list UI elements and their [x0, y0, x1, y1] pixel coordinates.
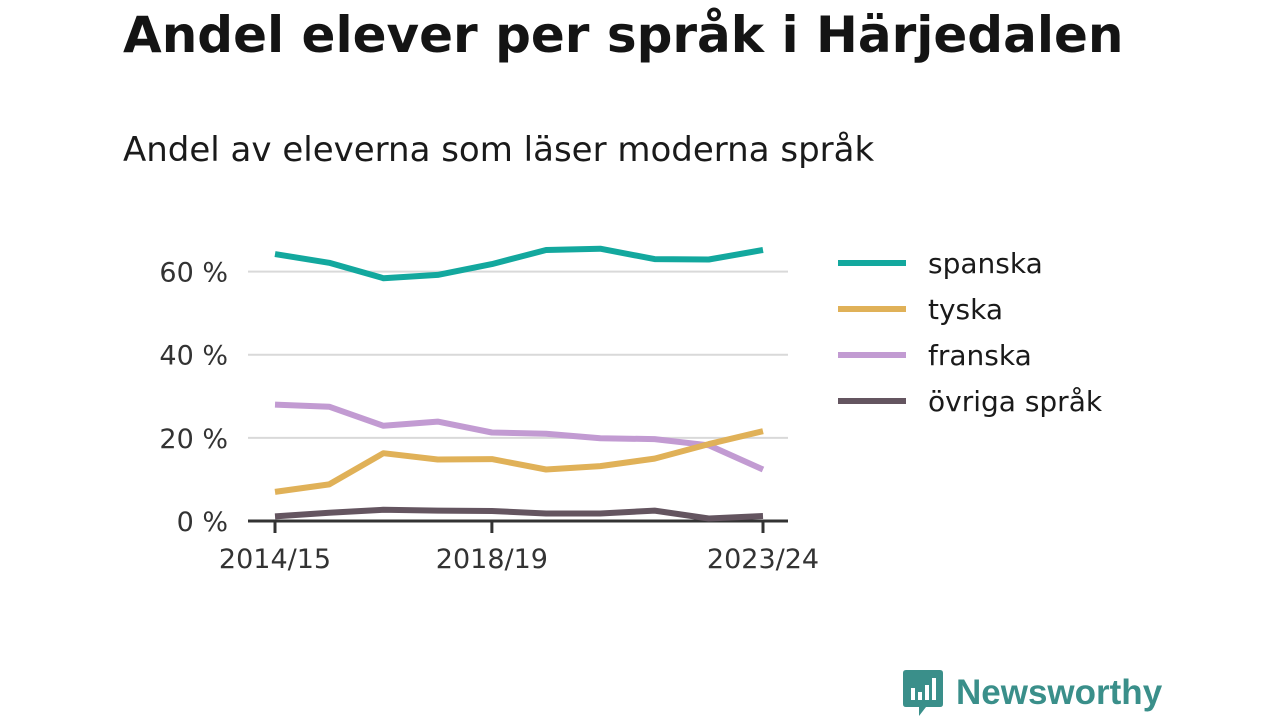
- legend-label: övriga språk: [928, 385, 1103, 418]
- brand-logo: Newsworthy: [902, 668, 1162, 718]
- newsworthy-logo-icon: [903, 670, 943, 716]
- legend-label: franska: [928, 339, 1032, 372]
- y-tick-label: 40 %: [159, 341, 228, 372]
- series-line: [274, 428, 764, 495]
- x-tick-label: 2018/19: [436, 544, 548, 575]
- chart-subtitle: Andel av eleverna som läser moderna språ…: [123, 130, 875, 170]
- x-tick-label: 2014/15: [219, 544, 331, 575]
- x-tick-label: 2023/24: [707, 544, 819, 575]
- y-tick-label: 60 %: [159, 258, 228, 289]
- legend-label: tyska: [928, 293, 1003, 326]
- y-tick-label: 0 %: [177, 507, 228, 538]
- series-line: [274, 401, 765, 473]
- legend-label: spanska: [928, 247, 1043, 280]
- series-line: [274, 245, 764, 282]
- y-tick-label: 20 %: [159, 424, 228, 455]
- chart-title: Andel elever per språk i Härjedalen: [123, 6, 1124, 64]
- series-line: [274, 506, 764, 522]
- brand-name: Newsworthy: [956, 673, 1163, 712]
